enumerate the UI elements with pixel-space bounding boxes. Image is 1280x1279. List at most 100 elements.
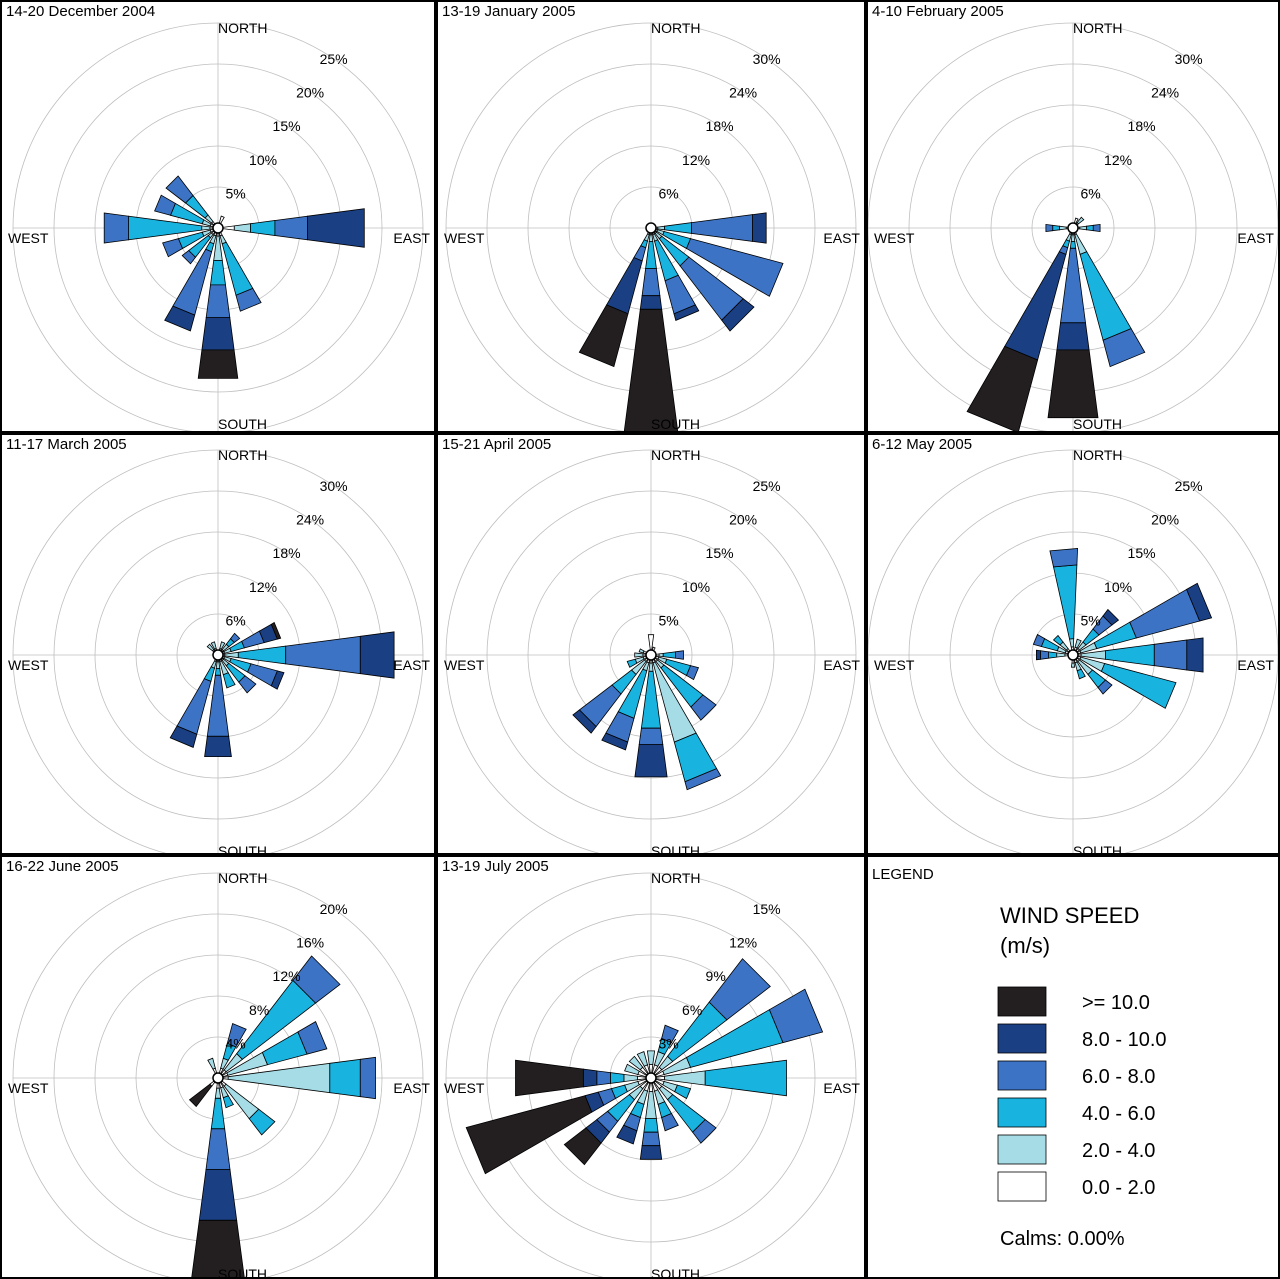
petal-segment bbox=[1100, 663, 1177, 709]
legend-label: 6.0 - 8.0 bbox=[1082, 1066, 1155, 1088]
dir-east-label: EAST bbox=[393, 657, 430, 673]
dir-west-label: WEST bbox=[8, 1080, 49, 1096]
rose-center bbox=[1067, 649, 1079, 661]
petal-segment bbox=[154, 194, 176, 216]
dir-west-label: WEST bbox=[874, 657, 915, 673]
dir-north-label: NORTH bbox=[218, 870, 268, 886]
dir-east-label: EAST bbox=[823, 1080, 860, 1096]
legend-label: 2.0 - 4.0 bbox=[1082, 1140, 1155, 1162]
petal-segment bbox=[1074, 638, 1082, 649]
legend-label: 4.0 - 6.0 bbox=[1082, 1103, 1155, 1125]
ring-label: 24% bbox=[296, 512, 324, 528]
petal-segment bbox=[1056, 322, 1090, 351]
dir-east-label: EAST bbox=[393, 1080, 430, 1096]
petal-segment bbox=[690, 694, 717, 721]
petal-segment bbox=[329, 1058, 361, 1098]
dir-east-label: EAST bbox=[1237, 657, 1274, 673]
petal-segment bbox=[572, 709, 597, 734]
petal-segment bbox=[237, 645, 287, 665]
petal-segment bbox=[233, 223, 251, 233]
petal-segment bbox=[691, 214, 753, 242]
dir-west-label: WEST bbox=[444, 657, 485, 673]
legend-calms: Calms: 0.00% bbox=[1000, 1228, 1125, 1250]
petal-segment bbox=[1079, 225, 1087, 231]
legend-swatch bbox=[997, 1097, 1047, 1128]
panel-title: 14-20 December 2004 bbox=[6, 3, 155, 20]
petal-segment bbox=[675, 650, 684, 660]
ring-label: 5% bbox=[659, 612, 679, 628]
petal-segment bbox=[165, 175, 194, 204]
petal-segment bbox=[638, 727, 664, 745]
petal-segment bbox=[628, 1055, 644, 1071]
wind-rose-panel-7: 4% 8% 12% 16% 20% NORTH SOUTH EAST WEST 16-22 Jun… bbox=[6, 858, 430, 1279]
petal-segment bbox=[214, 1087, 222, 1099]
dir-north-label: NORTH bbox=[1073, 20, 1123, 36]
ring-label: 6% bbox=[226, 612, 246, 628]
panel-title: 15-21 April 2005 bbox=[442, 436, 551, 453]
petal-segment bbox=[634, 652, 644, 658]
petal-segment bbox=[270, 670, 285, 690]
ring-label: 3% bbox=[659, 1035, 679, 1051]
petal-segment bbox=[692, 1119, 717, 1144]
petal-segment bbox=[657, 225, 665, 231]
petal-segment bbox=[221, 241, 254, 296]
petal-segment bbox=[646, 1050, 656, 1065]
petal-segment bbox=[306, 208, 365, 248]
ring-label: 20% bbox=[1151, 512, 1179, 528]
petal-segment bbox=[661, 1112, 679, 1132]
petal-segment bbox=[204, 735, 232, 757]
petal-segment bbox=[601, 732, 629, 751]
petal-segment bbox=[1069, 638, 1075, 648]
petal-segment bbox=[768, 988, 824, 1044]
petal-segment bbox=[623, 1073, 638, 1083]
petal-segment bbox=[1040, 650, 1049, 660]
petal-segment bbox=[639, 1145, 663, 1160]
panel-border bbox=[866, 433, 1280, 855]
legend-units: (m/s) bbox=[1000, 933, 1050, 958]
petal-segment bbox=[191, 1219, 245, 1279]
petal-segment bbox=[610, 1072, 625, 1084]
panel-border bbox=[866, 855, 1280, 1279]
petal-segment bbox=[198, 1169, 238, 1221]
legend-swatch bbox=[997, 1023, 1047, 1054]
petal-segment bbox=[563, 1127, 602, 1166]
dir-east-label: EAST bbox=[393, 230, 430, 246]
dir-west-label: WEST bbox=[874, 230, 915, 246]
ring-label: 6% bbox=[1081, 185, 1101, 201]
petal-segment bbox=[229, 632, 241, 644]
petal-segment bbox=[1153, 639, 1188, 671]
petal-segment bbox=[235, 287, 262, 312]
ring-label: 30% bbox=[320, 478, 348, 494]
ring-label: 30% bbox=[753, 51, 781, 67]
petal-segment bbox=[206, 643, 215, 652]
petal-segment bbox=[1004, 251, 1067, 361]
ring-label: 10% bbox=[249, 152, 277, 168]
petal-segment bbox=[270, 621, 282, 640]
petal-segment bbox=[238, 675, 257, 694]
ring-label: 18% bbox=[273, 545, 301, 561]
rose-center bbox=[1067, 222, 1079, 234]
petal-segment bbox=[626, 658, 638, 668]
petal-segment bbox=[684, 768, 722, 791]
legend-label: 0.0 - 2.0 bbox=[1082, 1177, 1155, 1199]
petal-segment bbox=[1086, 224, 1094, 232]
panel-title: 4-10 February 2005 bbox=[872, 3, 1004, 20]
ring-label: 15% bbox=[753, 901, 781, 917]
petal-segment bbox=[1048, 651, 1058, 659]
ring-label: 9% bbox=[706, 968, 726, 984]
petal-segment bbox=[966, 345, 1039, 433]
petal-segment bbox=[1079, 251, 1132, 341]
panel-border bbox=[0, 433, 436, 855]
dir-east-label: EAST bbox=[823, 230, 860, 246]
petal-segment bbox=[634, 744, 668, 778]
petal-segment bbox=[648, 662, 654, 672]
petal-segment bbox=[188, 1083, 213, 1108]
petal-segment bbox=[582, 1068, 598, 1088]
dir-west-label: WEST bbox=[444, 230, 485, 246]
petal-segment bbox=[197, 349, 239, 379]
petal-segment bbox=[1070, 662, 1076, 668]
petal-segment bbox=[215, 661, 221, 669]
ring-label: 10% bbox=[682, 579, 710, 595]
ring-label: 18% bbox=[706, 118, 734, 134]
